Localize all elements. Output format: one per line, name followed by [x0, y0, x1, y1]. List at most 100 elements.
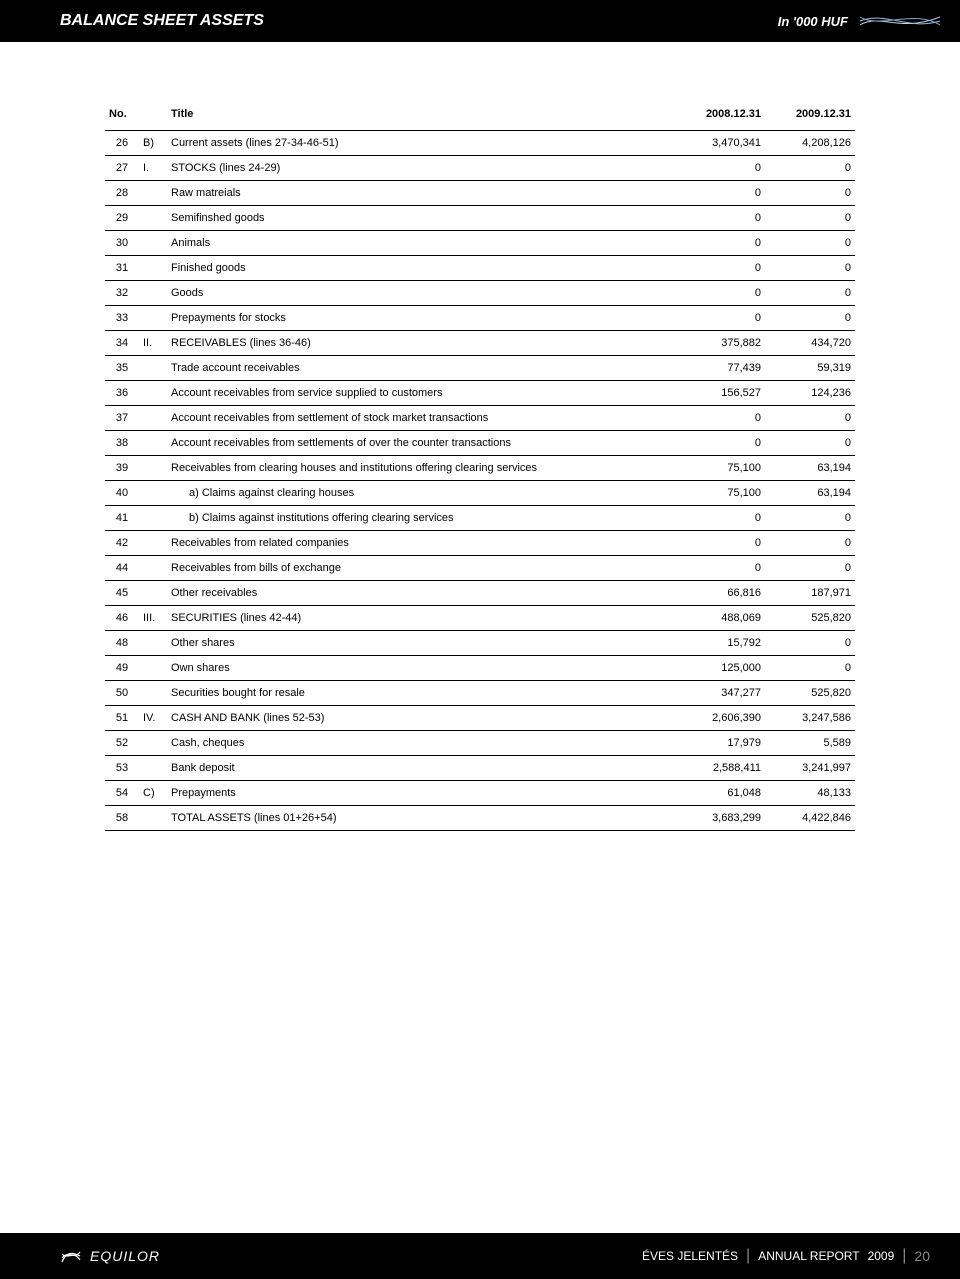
cell-no: 40 [105, 481, 139, 506]
cell-prefix [139, 731, 167, 756]
cell-y2: 0 [765, 656, 855, 681]
table-row: 52Cash, cheques17,9795,589 [105, 731, 855, 756]
cell-title: Receivables from clearing houses and ins… [167, 456, 675, 481]
footer-report-en: ANNUAL REPORT [758, 1249, 859, 1263]
header-bar: BALANCE SHEET ASSETS In '000 HUF [0, 0, 960, 42]
cell-prefix [139, 181, 167, 206]
cell-no: 42 [105, 531, 139, 556]
cell-title: Prepayments [167, 781, 675, 806]
cell-prefix [139, 381, 167, 406]
cell-prefix: II. [139, 331, 167, 356]
footer-right: ÉVES JELENTÉS | ANNUAL REPORT 2009 | 20 [642, 1247, 930, 1265]
cell-prefix [139, 806, 167, 831]
cell-title: Prepayments for stocks [167, 306, 675, 331]
cell-title: Receivables from bills of exchange [167, 556, 675, 581]
table-row: 51IV.CASH AND BANK (lines 52-53)2,606,39… [105, 706, 855, 731]
cell-no: 58 [105, 806, 139, 831]
cell-prefix [139, 206, 167, 231]
cell-y1: 17,979 [675, 731, 765, 756]
cell-y2: 0 [765, 531, 855, 556]
table-row: 37Account receivables from settlement of… [105, 406, 855, 431]
table-row: 53Bank deposit2,588,4113,241,997 [105, 756, 855, 781]
table-row: 38Account receivables from settlements o… [105, 431, 855, 456]
cell-y1: 0 [675, 506, 765, 531]
col-year2: 2009.12.31 [765, 102, 855, 131]
table-row: 29Semifinshed goods00 [105, 206, 855, 231]
table-row: 41b) Claims against institutions offerin… [105, 506, 855, 531]
cell-y1: 77,439 [675, 356, 765, 381]
table-row: 44Receivables from bills of exchange00 [105, 556, 855, 581]
cell-y2: 4,422,846 [765, 806, 855, 831]
footer-separator-1: | [746, 1247, 750, 1265]
cell-y1: 0 [675, 406, 765, 431]
cell-no: 49 [105, 656, 139, 681]
cell-title: STOCKS (lines 24-29) [167, 156, 675, 181]
cell-no: 35 [105, 356, 139, 381]
cell-y1: 488,069 [675, 606, 765, 631]
cell-title: TOTAL ASSETS (lines 01+26+54) [167, 806, 675, 831]
table-row: 40a) Claims against clearing houses75,10… [105, 481, 855, 506]
footer-page-number: 20 [914, 1248, 930, 1264]
content-area: No. Title 2008.12.31 2009.12.31 26B)Curr… [0, 42, 960, 1279]
cell-y2: 0 [765, 631, 855, 656]
cell-title: Securities bought for resale [167, 681, 675, 706]
cell-y1: 125,000 [675, 656, 765, 681]
footer-logo-text: EQUILOR [90, 1248, 160, 1264]
table-row: 27I.STOCKS (lines 24-29)00 [105, 156, 855, 181]
table-row: 34II.RECEIVABLES (lines 36-46)375,882434… [105, 331, 855, 356]
cell-no: 39 [105, 456, 139, 481]
footer-separator-2: | [902, 1247, 906, 1265]
cell-prefix [139, 431, 167, 456]
table-row: 26B)Current assets (lines 27-34-46-51)3,… [105, 131, 855, 156]
cell-no: 30 [105, 231, 139, 256]
cell-y1: 3,683,299 [675, 806, 765, 831]
cell-title: Semifinshed goods [167, 206, 675, 231]
cell-prefix [139, 281, 167, 306]
cell-no: 36 [105, 381, 139, 406]
table-row: 48Other shares15,7920 [105, 631, 855, 656]
col-year1: 2008.12.31 [675, 102, 765, 131]
cell-y2: 0 [765, 556, 855, 581]
footer-year: 2009 [868, 1249, 895, 1263]
cell-y1: 0 [675, 231, 765, 256]
cell-prefix [139, 306, 167, 331]
col-prefix-spacer [139, 102, 167, 131]
cell-title: Receivables from related companies [167, 531, 675, 556]
cell-title: b) Claims against institutions offering … [167, 506, 675, 531]
cell-title: CASH AND BANK (lines 52-53) [167, 706, 675, 731]
cell-title: RECEIVABLES (lines 36-46) [167, 331, 675, 356]
cell-y1: 0 [675, 306, 765, 331]
cell-y1: 0 [675, 156, 765, 181]
cell-title: Account receivables from settlement of s… [167, 406, 675, 431]
cell-y2: 0 [765, 406, 855, 431]
cell-title: Cash, cheques [167, 731, 675, 756]
cell-y1: 2,588,411 [675, 756, 765, 781]
footer-logo: EQUILOR [60, 1248, 160, 1264]
cell-y2: 3,241,997 [765, 756, 855, 781]
table-header-row: No. Title 2008.12.31 2009.12.31 [105, 102, 855, 131]
page: BALANCE SHEET ASSETS In '000 HUF No. Tit… [0, 0, 960, 1279]
cell-title: Own shares [167, 656, 675, 681]
table-row: 46III.SECURITIES (lines 42-44)488,069525… [105, 606, 855, 631]
col-no: No. [105, 102, 139, 131]
cell-prefix [139, 531, 167, 556]
header-unit: In '000 HUF [778, 14, 848, 29]
cell-title: Raw matreials [167, 181, 675, 206]
cell-title: SECURITIES (lines 42-44) [167, 606, 675, 631]
table-row: 39 Receivables from clearing houses and i… [105, 456, 855, 481]
cell-y1: 61,048 [675, 781, 765, 806]
cell-prefix [139, 756, 167, 781]
table-row: 45Other receivables66,816187,971 [105, 581, 855, 606]
cell-y1: 0 [675, 531, 765, 556]
cell-y2: 0 [765, 231, 855, 256]
equilor-logo-icon [60, 1248, 82, 1264]
cell-y2: 3,247,586 [765, 706, 855, 731]
balance-sheet-table: No. Title 2008.12.31 2009.12.31 26B)Curr… [105, 102, 855, 831]
cell-y2: 525,820 [765, 606, 855, 631]
cell-y1: 0 [675, 431, 765, 456]
cell-y2: 5,589 [765, 731, 855, 756]
cell-title: Finished goods [167, 256, 675, 281]
cell-y2: 187,971 [765, 581, 855, 606]
cell-no: 28 [105, 181, 139, 206]
cell-y1: 15,792 [675, 631, 765, 656]
